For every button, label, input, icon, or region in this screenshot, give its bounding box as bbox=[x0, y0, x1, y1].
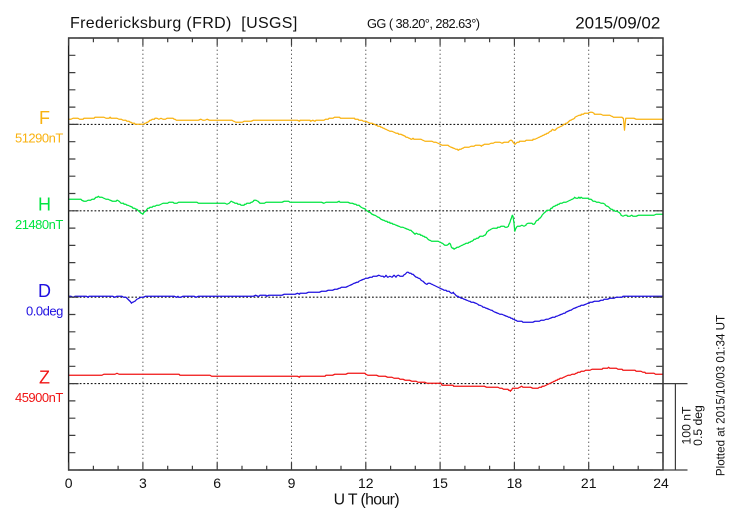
svg-text:100 nT: 100 nT bbox=[679, 406, 693, 444]
svg-text:12: 12 bbox=[358, 475, 374, 491]
svg-text:6: 6 bbox=[213, 475, 221, 491]
svg-text:H: H bbox=[38, 195, 51, 215]
svg-text:21: 21 bbox=[581, 475, 597, 491]
svg-text:45900nT: 45900nT bbox=[15, 390, 63, 405]
svg-text:D: D bbox=[38, 281, 51, 301]
svg-text:51290nT: 51290nT bbox=[15, 131, 63, 146]
svg-text:U T (hour): U T (hour) bbox=[334, 491, 400, 508]
svg-text:0.0deg: 0.0deg bbox=[26, 303, 63, 318]
svg-text:F: F bbox=[39, 108, 50, 128]
svg-text:2015/09/02: 2015/09/02 bbox=[575, 13, 660, 32]
svg-text:Fredericksburg (FRD) [USGS]: Fredericksburg (FRD) [USGS] bbox=[70, 15, 298, 32]
svg-text:Plotted at 2015/10/03 01:34 UT: Plotted at 2015/10/03 01:34 UT bbox=[714, 315, 727, 476]
svg-text:0: 0 bbox=[65, 475, 73, 491]
svg-text:18: 18 bbox=[507, 475, 523, 491]
svg-text:24: 24 bbox=[653, 475, 669, 491]
svg-text:3: 3 bbox=[139, 475, 147, 491]
svg-text:15: 15 bbox=[432, 475, 448, 491]
svg-text:9: 9 bbox=[288, 475, 296, 491]
svg-text:21480nT: 21480nT bbox=[15, 217, 63, 232]
svg-text:0.5 deg: 0.5 deg bbox=[691, 405, 705, 446]
svg-text:GG ( 38.20°, 282.63°): GG ( 38.20°, 282.63°) bbox=[367, 16, 480, 31]
svg-text:Z: Z bbox=[39, 367, 50, 387]
